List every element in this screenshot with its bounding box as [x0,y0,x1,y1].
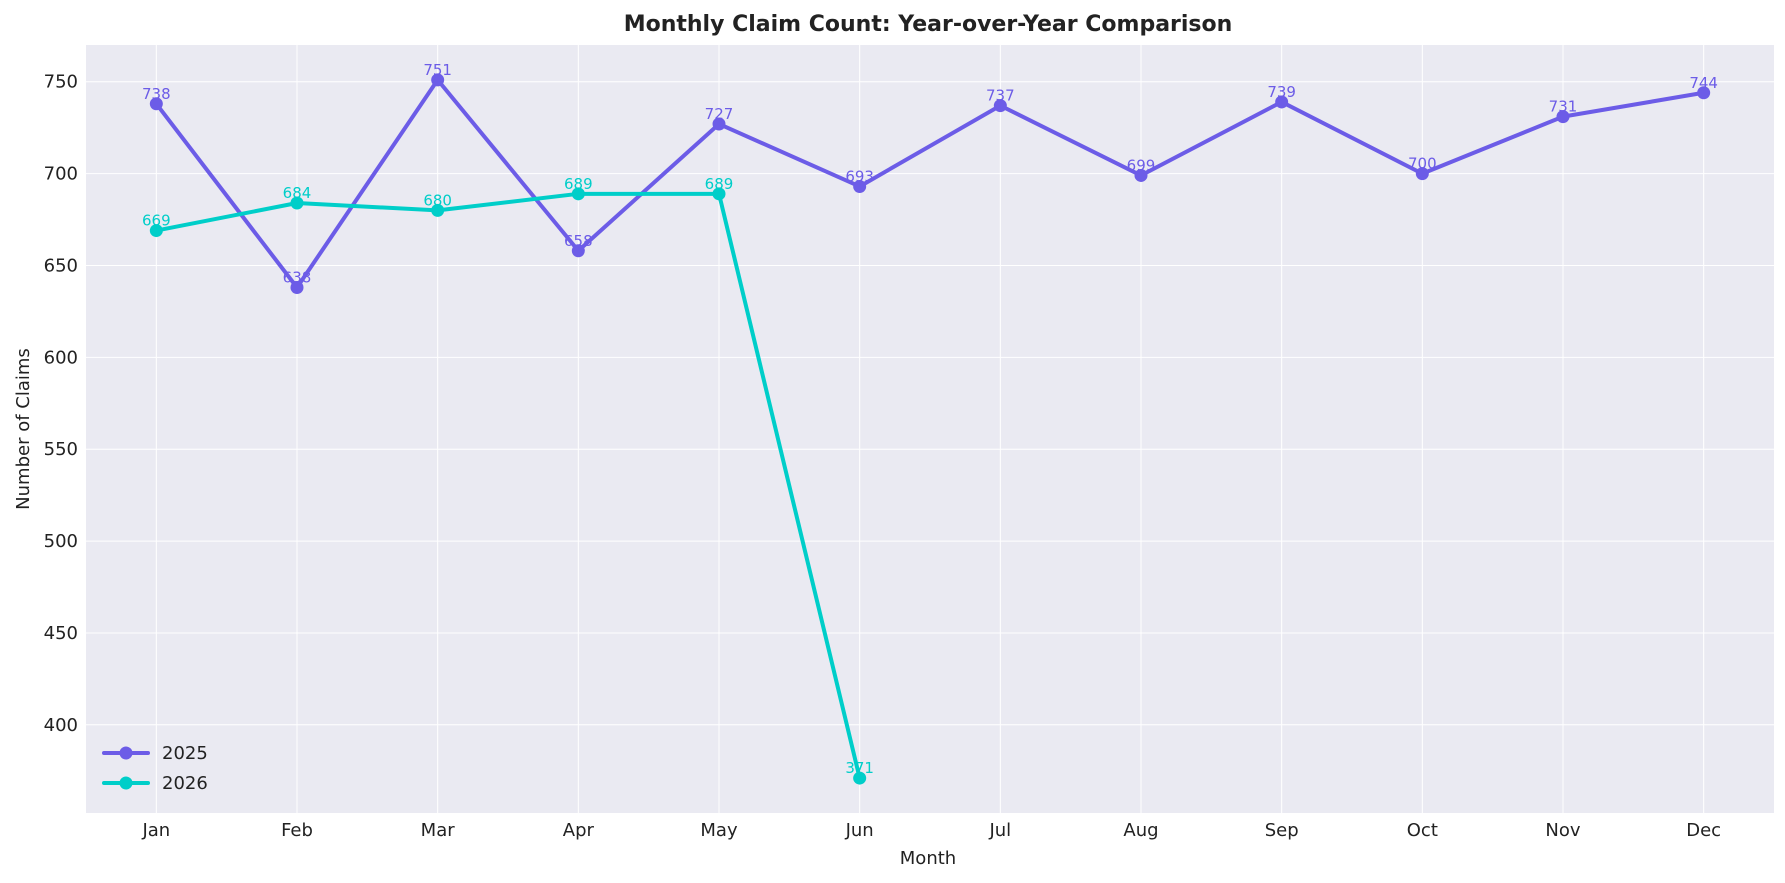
plot-area [86,45,1774,813]
data-label: 680 [423,191,452,209]
data-point [571,244,585,258]
data-point [712,117,726,131]
data-label: 751 [423,61,452,79]
x-tick-label: Aug [1123,820,1158,841]
data-label: 658 [564,232,593,250]
data-point [571,187,585,201]
series-line [154,77,1706,290]
series-line [154,191,862,781]
data-label: 638 [283,269,312,287]
data-point [290,196,304,210]
data-label: 689 [705,175,734,193]
legend-marker [119,746,133,760]
data-point [431,73,445,87]
data-label: 699 [1127,156,1156,174]
chart-title: Monthly Claim Count: Year-over-Year Comp… [624,12,1233,37]
data-label: 727 [705,105,734,123]
data-point [290,281,304,295]
y-tick-label: 750 [44,72,78,93]
y-tick-label: 600 [44,347,78,368]
x-tick-label: May [700,820,738,841]
y-tick-label: 400 [44,715,78,736]
data-point [149,97,163,111]
x-tick-label: Jun [845,820,874,841]
legend-item: 2025 [102,743,208,764]
y-axis-label: Number of Claims [13,348,34,510]
x-tick-label: Sep [1265,820,1299,841]
data-point [853,771,867,785]
legend-label: 2025 [162,743,208,764]
data-label: 744 [1689,74,1718,92]
data-label: 689 [564,175,593,193]
data-point [149,224,163,238]
x-tick-label: Jan [141,820,170,841]
legend-label: 2026 [162,773,208,794]
data-label: 693 [845,167,874,185]
data-point [993,99,1007,113]
data-point [1556,110,1570,124]
data-point [1415,167,1429,181]
legend-item: 2026 [102,773,208,794]
data-label: 731 [1549,98,1578,116]
data-label: 700 [1408,155,1437,173]
series-2025: 738 638 751 658 727 693 737 699 739 700 731 744 [142,61,1718,295]
y-tick-label: 500 [44,531,78,552]
data-label: 737 [986,87,1015,105]
data-label: 684 [283,184,312,202]
series-layer: 7386387516587276937376997397007317446696… [142,61,1718,785]
data-point [1697,86,1711,100]
legend: 2025 2026 [102,743,208,794]
y-tick-label: 650 [44,255,78,276]
data-label: 738 [142,85,171,103]
x-tick-label: Mar [421,820,456,841]
y-tick-label: 700 [44,164,78,185]
data-point [712,187,726,201]
gridlines [86,45,1774,813]
x-axis-label: Month [900,848,956,869]
data-point [853,179,867,193]
x-tick-label: Nov [1545,820,1580,841]
y-axis-ticks: 400 450 500 550 600 650 700 750 [44,72,78,736]
y-tick-label: 450 [44,623,78,644]
x-tick-label: Feb [281,820,313,841]
data-point [1275,95,1289,109]
data-point [1134,168,1148,182]
data-label: 739 [1267,83,1296,101]
x-tick-label: Apr [563,820,595,841]
y-tick-label: 550 [44,439,78,460]
x-tick-label: Oct [1407,820,1438,841]
data-point [431,203,445,217]
data-label: 669 [142,212,171,230]
x-tick-label: Dec [1686,820,1721,841]
legend-marker [119,776,133,790]
data-label: 371 [845,759,874,777]
series-2026: 669 684 680 689 689 371 [142,175,874,785]
x-tick-label: Jul [988,820,1011,841]
x-axis-ticks: Jan Feb Mar Apr May Jun Jul Aug Sep Oct Nov Dec [141,820,1721,841]
